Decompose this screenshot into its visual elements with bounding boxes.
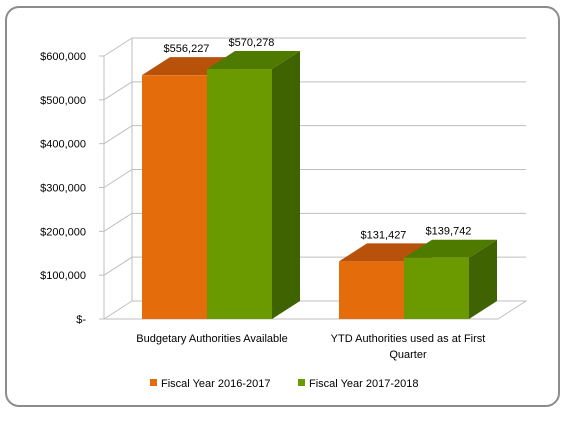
floor-left-edge [103, 300, 133, 320]
y-tick-label: $400,000 [40, 139, 86, 151]
gridline [103, 169, 526, 188]
data-label: $131,427 [361, 229, 407, 241]
bar-side-face [469, 239, 497, 319]
data-labels: $556,227 $570,278 $131,427 $139,742 [164, 37, 472, 241]
y-tick-label: $600,000 [40, 51, 86, 63]
data-label: $570,278 [229, 37, 275, 49]
category-label: YTD Authorities used as at First [331, 333, 486, 345]
legend-label: Fiscal Year 2017-2018 [309, 378, 418, 390]
data-label: $139,742 [426, 226, 472, 238]
bar-front-face [404, 257, 469, 319]
bar-fy2017-2018-budgetary-authorities [207, 51, 300, 320]
y-axis-tick-labels: $- $100,000 $200,000 $300,000 $400,000 $500,0… [40, 51, 86, 326]
y-tick-label: $300,000 [40, 183, 86, 195]
gridline [103, 125, 526, 145]
bar-fy2017-2018-ytd-authorities [404, 239, 497, 319]
bars [142, 51, 497, 320]
x-axis-category-labels: Budgetary Authorities Available YTD Autho… [136, 333, 485, 361]
bar-front-face [339, 261, 404, 319]
gridline [103, 37, 526, 57]
data-label: $556,227 [164, 43, 210, 55]
floor-outline [104, 300, 528, 320]
bar-front-face [142, 75, 207, 319]
y-tick-label: $200,000 [40, 226, 86, 238]
category-label: Budgetary Authorities Available [136, 333, 287, 345]
y-tick-label: $100,000 [40, 270, 86, 282]
y-tick-label: $- [76, 314, 86, 326]
bar-side-face [272, 51, 300, 320]
legend: Fiscal Year 2016-2017 Fiscal Year 2017-20… [150, 378, 418, 390]
legend-label: Fiscal Year 2016-2017 [161, 378, 270, 390]
bar-top-face [404, 239, 497, 258]
legend-swatch [150, 379, 157, 386]
bar-top-face [207, 51, 300, 70]
gridline [103, 81, 526, 101]
gridline [103, 212, 526, 232]
legend-swatch [298, 379, 305, 386]
y-tick-label: $500,000 [40, 95, 86, 107]
bar-front-face [207, 69, 272, 320]
category-label: Quarter [389, 349, 427, 361]
